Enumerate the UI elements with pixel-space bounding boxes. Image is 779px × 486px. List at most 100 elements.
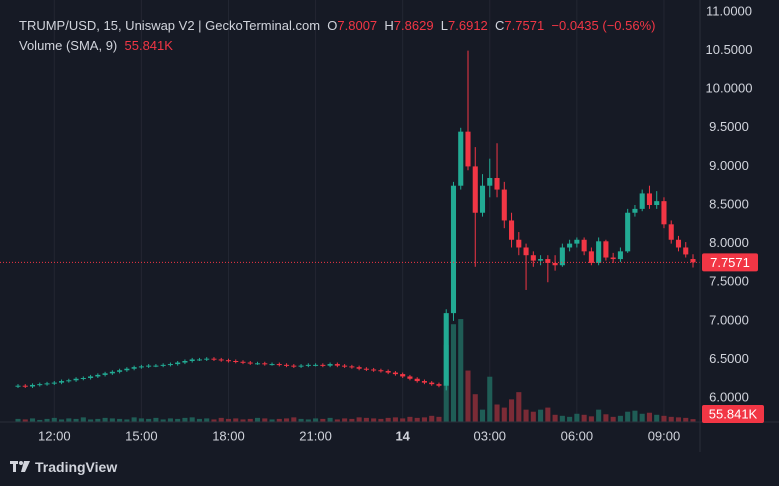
volume-bar <box>450 324 457 422</box>
volume-bar <box>131 417 137 422</box>
ohlc-label: O <box>327 18 338 33</box>
volume-bar <box>400 418 406 422</box>
candle-body <box>196 359 202 361</box>
candle-body <box>189 359 195 361</box>
candle-body <box>625 212 631 252</box>
volume-bar <box>385 417 391 422</box>
candle-body <box>632 208 638 213</box>
candle-body <box>233 360 239 362</box>
last-price-badge <box>702 253 758 272</box>
volume-bar <box>603 414 609 422</box>
y-tick-label: 10.0000 <box>706 81 753 96</box>
change-value: −0.0435 (−0.56%) <box>551 18 656 33</box>
volume-bar <box>167 418 173 422</box>
ohlc-label: L <box>440 18 449 33</box>
volume-bar <box>625 411 631 422</box>
candle-body <box>22 385 28 387</box>
volume-bar <box>225 418 232 422</box>
y-tick-label: 11.0000 <box>706 3 752 18</box>
candle-body <box>342 365 348 367</box>
volume-bar <box>291 417 297 422</box>
volume-bar <box>610 416 616 422</box>
volume-bar <box>567 416 573 422</box>
candle-body <box>567 243 573 248</box>
volume-bar <box>196 418 202 422</box>
y-tick-label: 9.5000 <box>709 119 749 134</box>
candle-body <box>284 364 290 366</box>
volume-bar <box>189 417 195 422</box>
axes: 6.0000 6.5000 7.0000 7.5000 8.0000 8.5000 9.00… <box>0 0 779 452</box>
candle-body <box>371 369 377 371</box>
volume-bar <box>690 419 696 422</box>
volume-bar <box>240 419 246 422</box>
volume-bar <box>501 407 507 422</box>
candle-body <box>204 358 210 360</box>
candle-body <box>523 247 529 256</box>
candle-body <box>138 366 144 368</box>
candle-body <box>298 365 304 367</box>
brand-logo <box>10 461 30 472</box>
volume-bar <box>363 417 369 422</box>
volume-bar <box>320 418 326 422</box>
candle-body <box>421 381 427 383</box>
volume-bar <box>276 418 282 422</box>
candle-body <box>88 376 94 378</box>
volume-bar <box>247 418 253 422</box>
volume-bar <box>218 417 224 422</box>
candle-body <box>400 374 406 377</box>
candle-body <box>160 364 166 366</box>
volume-bar <box>356 417 362 422</box>
candle-body <box>95 374 101 377</box>
last-volume-label: 55.841K <box>709 406 758 421</box>
volume-bar <box>109 418 115 422</box>
volume-bar <box>414 417 420 422</box>
candle-body <box>240 361 246 363</box>
plot-area <box>0 50 700 422</box>
volume-bar <box>661 415 667 422</box>
y-tick-label: 6.0000 <box>709 389 749 404</box>
volume-bar <box>509 399 515 422</box>
volume-bar <box>59 419 65 422</box>
volume-bar <box>392 417 398 422</box>
candle-body <box>458 131 464 186</box>
volume-bar <box>29 418 36 422</box>
volume-bar <box>269 419 275 422</box>
candle-body <box>509 220 515 240</box>
volume-bar <box>95 418 101 422</box>
candle-body <box>472 166 478 213</box>
volume-bar <box>371 418 377 422</box>
candle-body <box>581 239 587 252</box>
candle-body <box>211 358 217 360</box>
volume-bar <box>494 404 500 422</box>
legend: TRUMP/USD, 15, Uniswap V2 | GeckoTermina… <box>19 16 655 56</box>
candle-body <box>175 362 181 365</box>
candle-body <box>545 259 551 263</box>
y-tick-label: 7.0000 <box>709 312 749 327</box>
candle-body <box>378 370 384 372</box>
candle-body <box>356 367 362 369</box>
ohlc-label: C <box>495 18 505 33</box>
volume-bar <box>117 418 123 422</box>
volume-title: Volume (SMA, 9) <box>19 38 118 53</box>
volume-bar <box>465 370 471 422</box>
volume-bar <box>545 407 551 422</box>
brand[interactable]: TradingView <box>10 459 117 475</box>
volume-bar <box>334 419 340 422</box>
volume-bar <box>639 413 645 422</box>
candle-body <box>675 239 682 248</box>
volume-bar <box>487 376 493 422</box>
candle-body <box>574 239 580 244</box>
volume-bar <box>73 418 79 422</box>
candle-body <box>167 364 173 366</box>
y-tick-label: 6.5000 <box>709 351 749 366</box>
candle-body <box>247 362 253 364</box>
volume-bar <box>407 416 413 422</box>
volume-bar <box>88 419 94 422</box>
candle-body <box>588 251 594 263</box>
candle-body <box>639 193 645 209</box>
volume-bar <box>683 417 689 422</box>
volume-bar <box>124 419 130 422</box>
volume-bar <box>617 415 623 422</box>
